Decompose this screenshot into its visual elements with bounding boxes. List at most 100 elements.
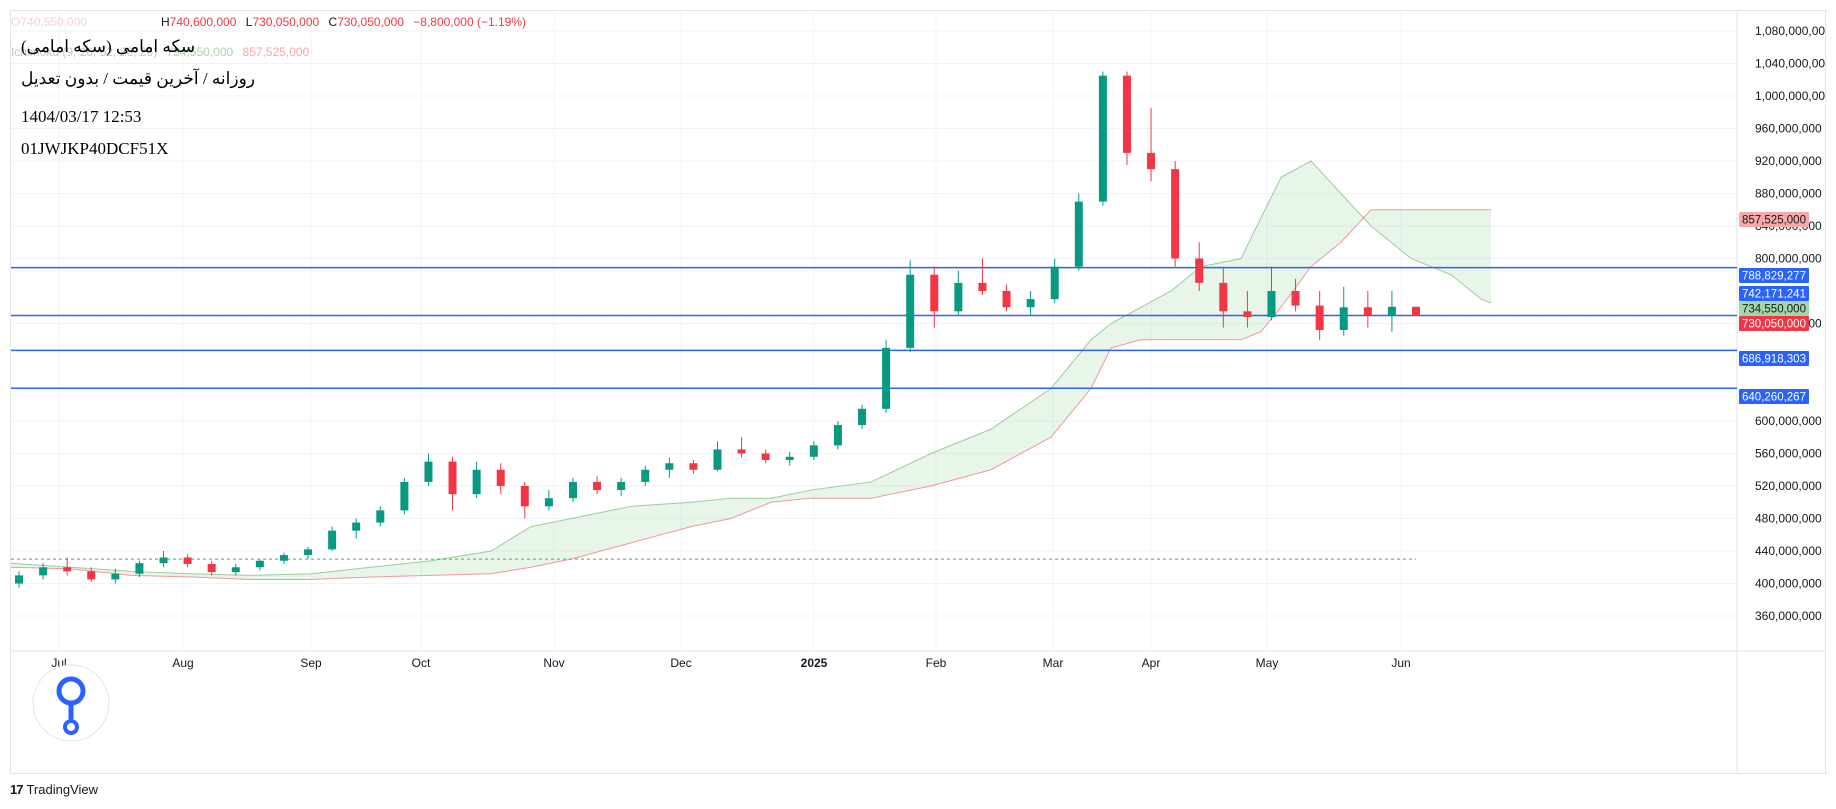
price-badge-label: 686,918,303 <box>1742 354 1806 366</box>
price-tick-label: 880,000,000 <box>1755 187 1822 201</box>
time-tick-label: 2025 <box>801 656 828 670</box>
candle-body <box>954 282 963 312</box>
candle-body <box>1315 305 1324 330</box>
candle-body <box>15 575 23 584</box>
candle-body <box>906 274 915 348</box>
candle-body <box>304 549 313 556</box>
time-tick-label: Dec <box>670 656 691 670</box>
footer-brand[interactable]: 17 TradingView <box>10 782 98 797</box>
price-tick-label: 800,000,000 <box>1755 252 1822 266</box>
candle-body <box>1243 311 1252 317</box>
legend-ohlc: H740,600,000 L730,050,000 C730,050,000 −… <box>161 15 526 29</box>
candle-body <box>1147 152 1156 170</box>
brand-text: TradingView <box>26 782 99 797</box>
time-tick-label: Mar <box>1043 656 1064 670</box>
candle-body <box>641 469 650 482</box>
price-badge <box>1739 316 1809 331</box>
price-tick-label: 520,000,000 <box>1755 479 1822 493</box>
candle-body <box>111 573 120 580</box>
candle-body <box>135 563 144 574</box>
candle-body <box>1267 291 1276 317</box>
time-tick-label: Feb <box>926 656 947 670</box>
candle-body <box>1171 169 1180 259</box>
price-tick-label: 360,000,000 <box>1755 609 1822 623</box>
price-badge <box>1739 301 1809 316</box>
candle-body <box>1098 75 1107 202</box>
time-tick-label: Aug <box>172 656 193 670</box>
candle-body <box>424 461 433 482</box>
candle-body <box>761 453 770 460</box>
chart-frame[interactable]: 1,080,000,000 1,040,000,000 1,000,000,000 9… <box>10 10 1826 774</box>
ichimoku-cloud <box>11 160 1492 580</box>
tradingview-mark-icon: 17 <box>10 782 24 797</box>
price-badge <box>1739 389 1809 404</box>
candle-body <box>978 282 987 291</box>
span-b-line <box>11 209 1491 580</box>
price-badge-label: 640,260,267 <box>1742 392 1806 404</box>
candle-body <box>785 456 794 460</box>
candle-body <box>472 469 481 495</box>
candle-body <box>544 498 553 507</box>
candle-body <box>376 510 385 523</box>
price-tick-label: 480,000,000 <box>1755 512 1822 526</box>
candles <box>15 71 1420 588</box>
candle-body <box>1339 307 1348 330</box>
legend-open: O740,550,000 <box>11 15 87 29</box>
candle-body <box>159 557 168 564</box>
legend-ichimoku: Ichimoku (9, 26, 52, 26, 26) 734,550,000… <box>11 45 310 59</box>
candle-body <box>328 530 337 550</box>
candle-body <box>183 557 192 564</box>
legend: H740,600,000 L730,050,000 C730,050,000 −… <box>11 15 526 59</box>
candle-body <box>63 567 72 572</box>
time-tick-label: Apr <box>1142 656 1161 670</box>
candle-body <box>207 564 216 573</box>
price-tick-label: 960,000,000 <box>1755 122 1822 136</box>
candle-body <box>352 522 361 531</box>
horizontal-levels <box>11 266 1737 560</box>
time-tick-label: Oct <box>412 656 431 670</box>
time-axis[interactable]: Jul Aug Sep Oct Nov Dec 2025 Feb Mar Apr May Jun <box>51 656 1410 670</box>
candle-body <box>279 555 288 561</box>
chart-canvas[interactable]: 1,080,000,000 1,040,000,000 1,000,000,000 9… <box>11 11 1826 774</box>
time-tick-label: Nov <box>543 656 564 670</box>
price-tick-label: 1,000,000,000 <box>1755 89 1826 103</box>
price-tick-label: 560,000,000 <box>1755 447 1822 461</box>
price-badges: 857,525,000 788,829,277 742,171,241 734,550… <box>1739 212 1809 404</box>
price-axis[interactable]: 1,080,000,000 1,040,000,000 1,000,000,000 9… <box>1755 24 1826 623</box>
price-badge-label: 730,050,000 <box>1742 319 1806 331</box>
candle-body <box>520 486 529 507</box>
instrument-code: 01JWJKP40DCF51X <box>21 139 169 158</box>
candle-body <box>858 408 867 426</box>
price-badge <box>1739 351 1809 366</box>
candle-body <box>1195 258 1204 283</box>
candle-body <box>665 463 674 470</box>
candle-body <box>39 567 48 576</box>
candle-body <box>1002 291 1011 308</box>
candle-body <box>1122 75 1131 153</box>
price-badge-label: 788,829,277 <box>1742 271 1806 283</box>
candle-body <box>593 481 602 491</box>
price-tick-label: 920,000,000 <box>1755 154 1822 168</box>
price-tick-label: 440,000,000 <box>1755 544 1822 558</box>
candle-body <box>400 481 409 511</box>
time-tick-label: Sep <box>300 656 322 670</box>
candle-body <box>737 449 746 454</box>
price-tick-label: 400,000,000 <box>1755 577 1822 591</box>
candle-body <box>231 567 240 573</box>
price-badge-label: 742,171,241 <box>1742 289 1806 301</box>
price-tick-label: 600,000,000 <box>1755 414 1822 428</box>
grid <box>11 11 1825 773</box>
candle-body <box>1074 201 1083 267</box>
candle-body <box>833 425 842 446</box>
candle-body <box>882 347 891 409</box>
candle-body <box>713 449 722 470</box>
candle-body <box>689 463 698 470</box>
price-tick-label: 1,080,000,000 <box>1755 24 1826 38</box>
candle-body <box>87 571 96 580</box>
instrument-subtitle: روزانه / آخرین قیمت / بدون تعدیل <box>21 69 256 88</box>
price-tick-label: 1,040,000,000 <box>1755 57 1826 71</box>
candle-body <box>1291 291 1300 306</box>
price-badge <box>1739 286 1809 301</box>
price-badge-label: 734,550,000 <box>1742 304 1806 316</box>
